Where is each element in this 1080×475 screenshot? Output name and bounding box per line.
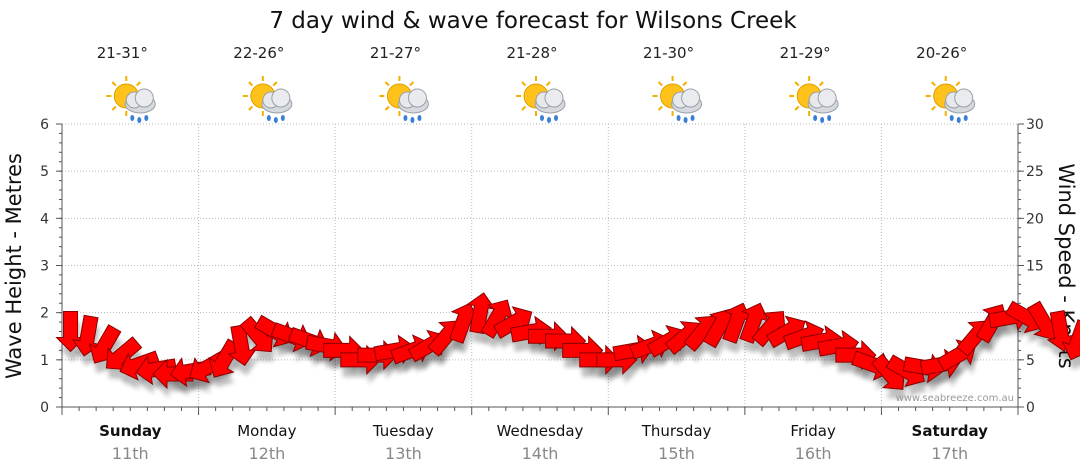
y-tick-label-left: 5 (40, 164, 49, 180)
date-label: 11th (112, 444, 149, 463)
temperature-range: 21-30° (643, 44, 694, 62)
y-tick-label-right: 5 (1026, 353, 1035, 369)
date-label: 16th (795, 444, 832, 463)
date-label: 12th (248, 444, 285, 463)
date-label: 13th (385, 444, 422, 463)
y-tick-label-right: 0 (1026, 400, 1035, 416)
y-tick-label-right: 15 (1026, 259, 1044, 275)
day-label: Monday (237, 422, 296, 440)
wind-arrow (1046, 310, 1077, 352)
wind-arrow (751, 310, 786, 348)
day-label: Saturday (912, 422, 989, 440)
wind-arrow (208, 338, 241, 378)
y-tick-label-left: 4 (40, 211, 49, 227)
y-tick-label-left: 3 (40, 259, 49, 275)
wind-arrow (119, 350, 161, 381)
temperature-range: 22-26° (233, 44, 284, 62)
day-label: Wednesday (497, 422, 584, 440)
y-axis-label-left: Wave Height - Metres (2, 153, 26, 379)
day-label: Sunday (99, 422, 162, 440)
temperature-range: 21-28° (506, 44, 557, 62)
sun-cloud-showers-icon (378, 75, 430, 124)
sun-cloud-showers-icon (515, 75, 566, 124)
y-tick-label-left: 1 (40, 353, 49, 369)
temperature-range: 20-26° (916, 44, 967, 62)
y-tick-label-left: 0 (40, 400, 49, 416)
date-label: 17th (931, 444, 968, 463)
date-label: 14th (522, 444, 559, 463)
sun-cloud-showers-icon (788, 75, 840, 124)
day-label: Tuesday (372, 422, 434, 440)
day-label: Thursday (641, 422, 712, 440)
sun-cloud-showers-icon (924, 75, 976, 124)
y-tick-label-left: 6 (40, 117, 49, 133)
temperature-range: 21-29° (780, 44, 831, 62)
y-tick-label-left: 2 (40, 306, 49, 322)
day-label: Friday (790, 422, 836, 440)
wind-arrow (1061, 319, 1080, 361)
wind-arrow (492, 306, 533, 339)
sun-cloud-showers-icon (241, 75, 293, 124)
sun-cloud-showers-icon (105, 75, 157, 124)
y-tick-label-right: 25 (1026, 164, 1044, 180)
source-credit: www.seabreeze.com.au (896, 393, 1014, 404)
chart-title: 7 day wind & wave forecast for Wilsons C… (269, 8, 797, 34)
y-tick-label-right: 20 (1026, 211, 1044, 227)
temperature-range: 21-31° (97, 44, 148, 62)
temperature-range: 21-27° (370, 44, 421, 62)
date-label: 15th (658, 444, 695, 463)
wind-arrow (480, 299, 514, 339)
sun-cloud-showers-icon (651, 75, 703, 124)
y-tick-label-right: 30 (1026, 117, 1044, 133)
